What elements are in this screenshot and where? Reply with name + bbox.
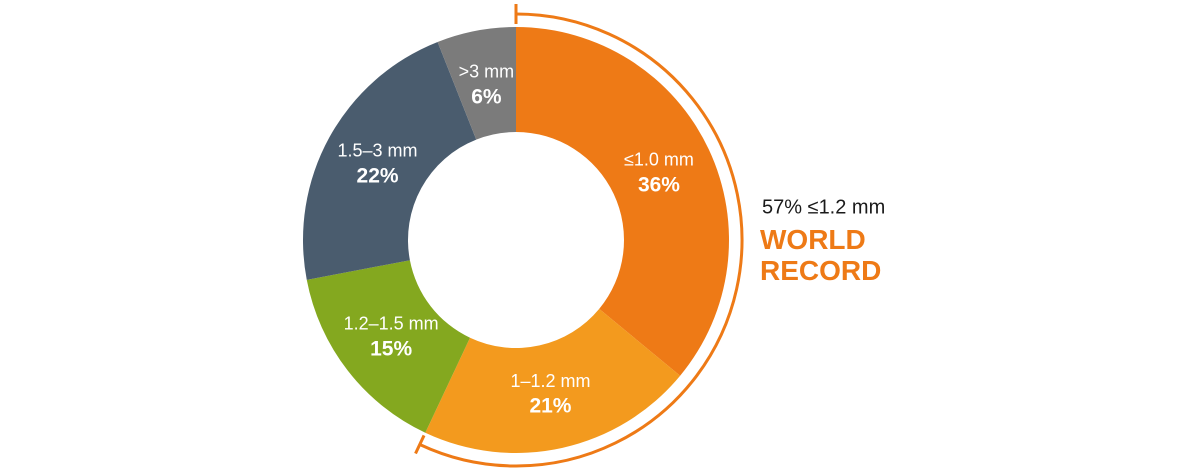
bracket-tick: [414, 434, 426, 455]
slice-value: 21%: [529, 395, 571, 418]
slice: [437, 27, 516, 140]
slice: [303, 41, 477, 280]
highlight: WORLD RECORD: [760, 224, 882, 286]
slice-value: 22%: [357, 164, 399, 187]
annotation: 57% ≤1.2 mm: [762, 196, 885, 218]
slice: [306, 260, 471, 433]
slice: [425, 308, 681, 453]
slice-name: 1.5–3 mm: [338, 141, 418, 161]
slice-name: 1–1.2 mm: [510, 371, 590, 391]
slice: [516, 27, 729, 376]
bracket: [419, 12, 744, 468]
slice-name: ≤1.0 mm: [624, 149, 694, 169]
slice-value: 36%: [638, 173, 680, 196]
highlight-container: WORLD RECORD: [760, 224, 882, 286]
slice-value: 6%: [471, 85, 502, 108]
slice-name: 1.2–1.5 mm: [344, 314, 439, 334]
slice-name: >3 mm: [459, 62, 515, 82]
slice-value: 15%: [370, 337, 412, 360]
